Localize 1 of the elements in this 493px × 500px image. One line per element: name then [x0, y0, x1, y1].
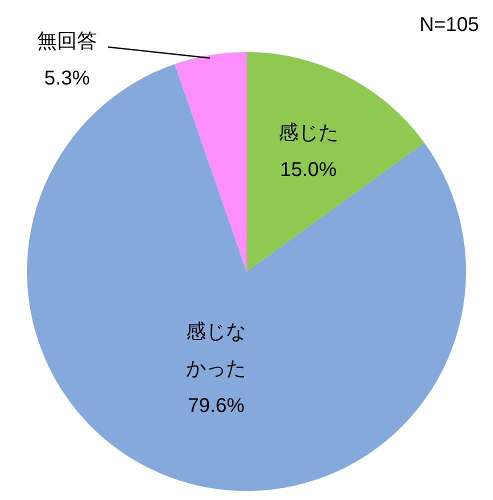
- annotation: N=105: [420, 14, 479, 36]
